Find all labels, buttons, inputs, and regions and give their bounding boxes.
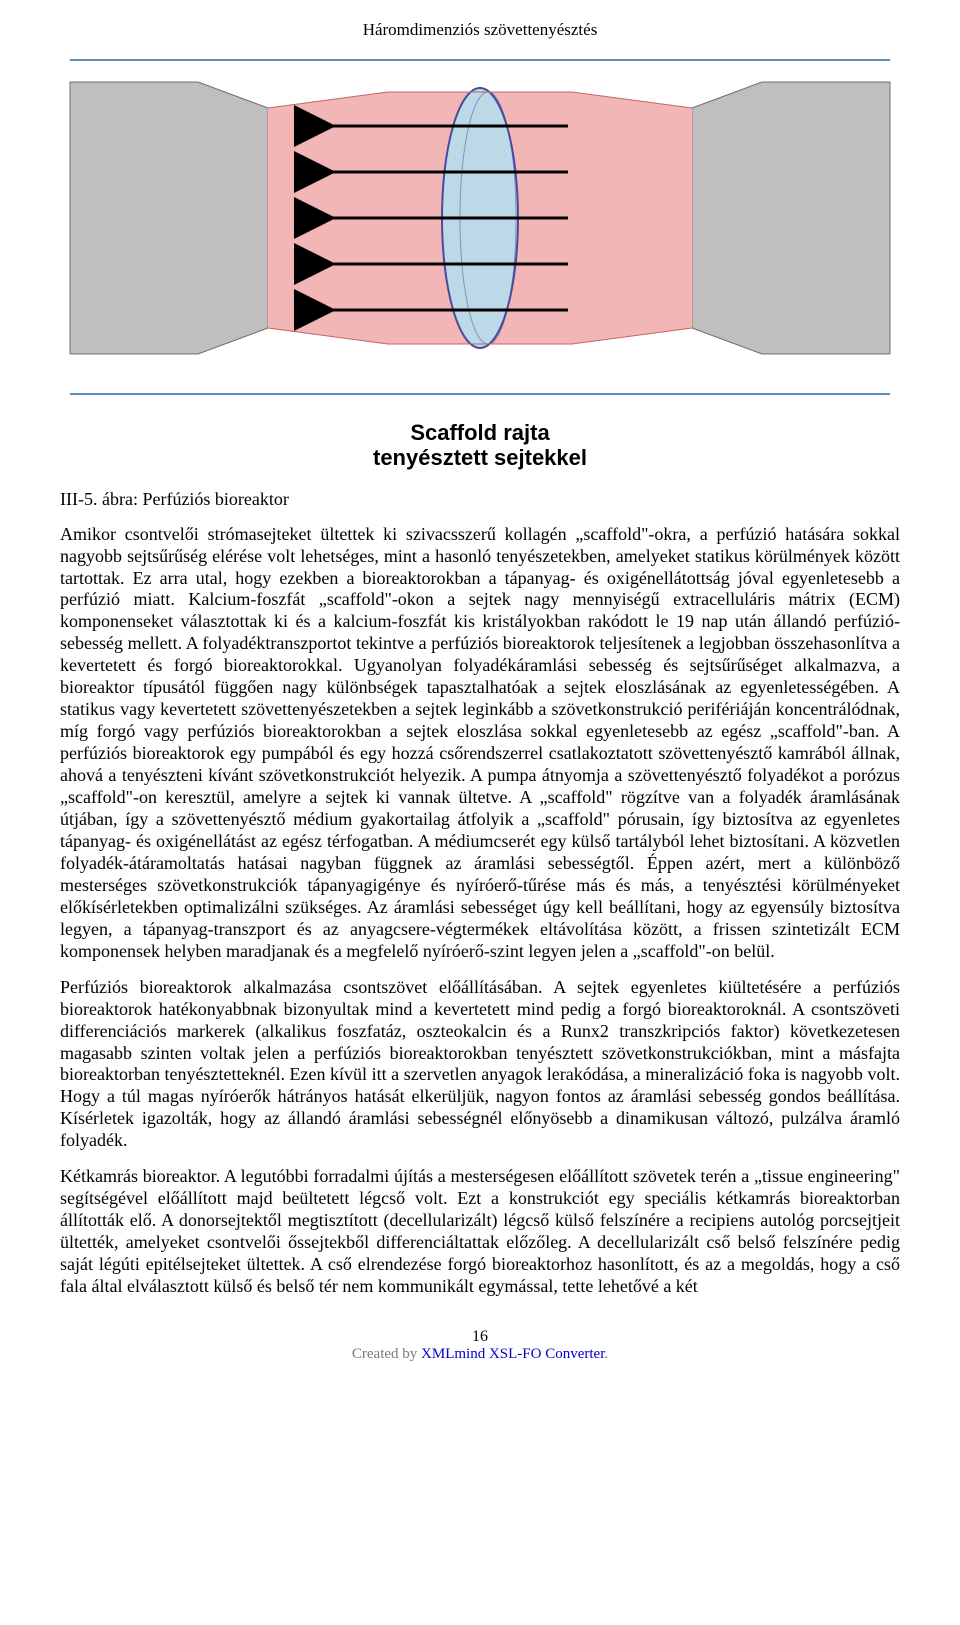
- figure-container: Scaffold rajta tenyésztett sejtekkel: [60, 48, 900, 471]
- diagram-label: Scaffold rajta tenyésztett sejtekkel: [60, 420, 900, 471]
- diagram-label-line2: tenyésztett sejtekkel: [60, 445, 900, 470]
- footer-credit-link: XMLmind XSL-FO Converter: [421, 1346, 604, 1362]
- footer-credit: Created by XMLmind XSL-FO Converter.: [60, 1346, 900, 1363]
- footer-credit-prefix: Created by: [352, 1346, 421, 1362]
- page-footer: 16 Created by XMLmind XSL-FO Converter.: [60, 1328, 900, 1363]
- paragraph-3: Kétkamrás bioreaktor. A legutóbbi forrad…: [60, 1166, 900, 1298]
- page-number: 16: [60, 1328, 900, 1346]
- diagram-label-line1: Scaffold rajta: [60, 420, 900, 445]
- bioreactor-diagram: [68, 48, 892, 408]
- paragraph-2: Perfúziós bioreaktorok alkalmazása csont…: [60, 977, 900, 1153]
- footer-credit-suffix: .: [604, 1346, 608, 1362]
- paragraph-1: Amikor csontvelői strómasejteket ültette…: [60, 524, 900, 963]
- figure-caption: III-5. ábra: Perfúziós bioreaktor: [60, 489, 900, 510]
- running-header: Háromdimenziós szövettenyésztés: [60, 20, 900, 40]
